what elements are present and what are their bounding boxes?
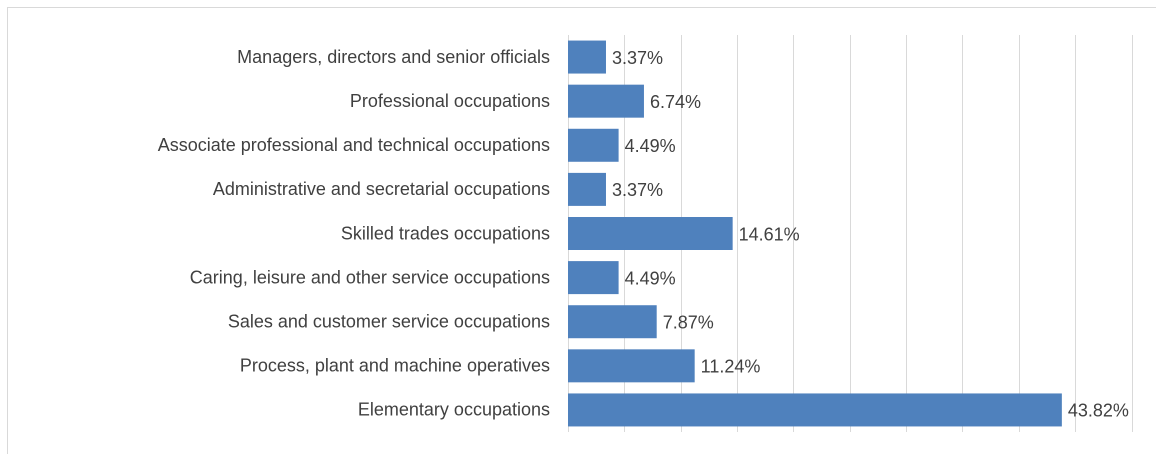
bar [568,217,733,250]
chart-frame [7,7,1156,454]
bar [568,349,695,383]
y-tick-label: Professional occupations [350,91,550,111]
data-label: 6.74% [650,92,701,112]
y-tick-label: Sales and customer service occupations [228,311,550,331]
bar [568,84,644,118]
bar [568,40,606,74]
y-tick-label: Process, plant and machine operatives [240,356,550,376]
y-tick-label: Managers, directors and senior officials [237,47,550,67]
bar [568,172,606,206]
data-label: 7.87% [663,312,714,332]
data-label: 14.61% [739,224,800,244]
bar [568,261,619,295]
y-tick-label: Associate professional and technical occ… [158,135,550,155]
bar [568,393,1062,427]
y-tick-label: Administrative and secretarial occupatio… [213,179,550,199]
data-label: 3.37% [612,180,663,200]
data-label: 43.82% [1068,401,1129,421]
data-label: 3.37% [612,48,663,68]
bar [568,128,619,162]
data-label: 11.24% [701,357,761,377]
y-tick-label: Caring, leisure and other service occupa… [190,267,550,287]
data-label: 4.49% [625,268,676,288]
y-tick-label: Elementary occupations [358,400,550,420]
y-tick-label: Skilled trades occupations [341,223,550,243]
bar [568,305,657,339]
data-label: 4.49% [625,136,676,156]
